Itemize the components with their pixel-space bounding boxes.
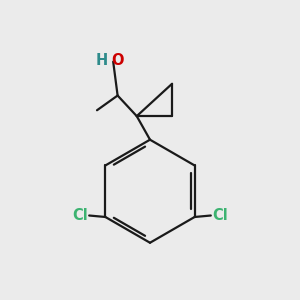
Text: Cl: Cl xyxy=(72,208,88,223)
Text: O: O xyxy=(112,53,124,68)
Text: H: H xyxy=(96,53,108,68)
Text: Cl: Cl xyxy=(212,208,228,223)
